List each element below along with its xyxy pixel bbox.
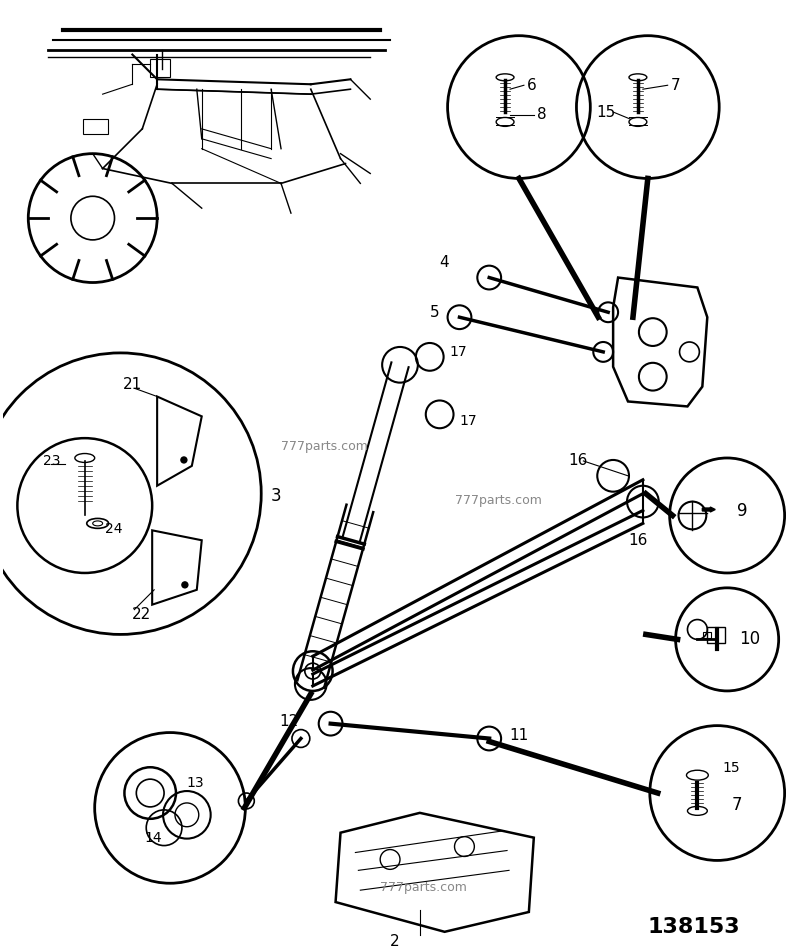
Bar bbox=[707, 627, 725, 643]
Text: 777parts.com: 777parts.com bbox=[454, 494, 542, 507]
Text: 10: 10 bbox=[739, 630, 760, 648]
Text: 15: 15 bbox=[596, 104, 615, 120]
Text: 21: 21 bbox=[122, 377, 142, 392]
Ellipse shape bbox=[496, 118, 514, 126]
Text: 13: 13 bbox=[187, 776, 205, 791]
Text: 138153: 138153 bbox=[648, 917, 741, 937]
Text: 11: 11 bbox=[509, 728, 528, 743]
Ellipse shape bbox=[629, 74, 647, 81]
Text: 9: 9 bbox=[737, 501, 747, 519]
Text: 5: 5 bbox=[430, 305, 439, 320]
Text: 777parts.com: 777parts.com bbox=[281, 439, 368, 453]
Text: 16: 16 bbox=[628, 532, 647, 548]
Text: 7: 7 bbox=[670, 78, 680, 93]
Text: 8: 8 bbox=[537, 107, 546, 122]
Text: 6: 6 bbox=[527, 78, 537, 93]
Ellipse shape bbox=[687, 807, 707, 815]
Text: 22: 22 bbox=[132, 607, 152, 623]
Text: 23: 23 bbox=[43, 454, 61, 468]
Text: 3: 3 bbox=[271, 487, 282, 505]
Ellipse shape bbox=[75, 454, 94, 462]
Text: 14: 14 bbox=[144, 830, 162, 845]
Text: 17: 17 bbox=[459, 415, 477, 428]
Text: 2: 2 bbox=[390, 934, 400, 949]
Circle shape bbox=[181, 457, 187, 463]
Text: 4: 4 bbox=[440, 255, 450, 270]
Text: 12: 12 bbox=[279, 715, 298, 729]
Text: 777parts.com: 777parts.com bbox=[380, 881, 467, 894]
Text: 17: 17 bbox=[450, 344, 467, 359]
Text: 24: 24 bbox=[105, 522, 122, 536]
Circle shape bbox=[182, 582, 188, 587]
Ellipse shape bbox=[686, 771, 708, 780]
Ellipse shape bbox=[629, 118, 647, 126]
Text: 16: 16 bbox=[569, 454, 588, 469]
Bar bbox=[150, 60, 170, 77]
Ellipse shape bbox=[496, 74, 514, 81]
FancyArrow shape bbox=[702, 507, 715, 512]
Bar bbox=[703, 632, 711, 639]
Text: 7: 7 bbox=[732, 796, 742, 814]
Bar bbox=[82, 119, 107, 134]
Text: 15: 15 bbox=[722, 761, 740, 775]
